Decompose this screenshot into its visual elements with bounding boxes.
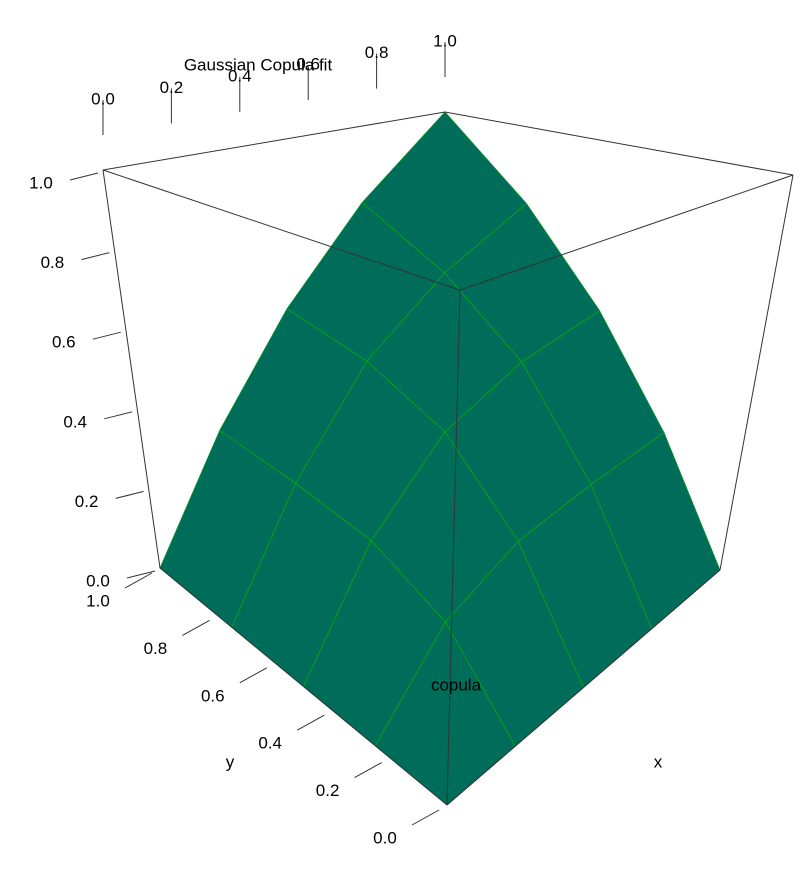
box-edge (459, 174, 794, 291)
x-tick-label: 0.4 (228, 66, 252, 85)
x-tick-label: 0.8 (365, 43, 389, 62)
z-axis-label: copula (431, 675, 482, 694)
z-tick (81, 252, 110, 261)
y-tick-label: 0.4 (258, 734, 282, 753)
box-edge (102, 169, 461, 291)
box (102, 111, 794, 806)
z-tick (69, 172, 99, 181)
z-tick (126, 570, 156, 579)
z-tick-label: 0.2 (75, 492, 99, 511)
x-tick-label: 0.2 (160, 78, 184, 97)
y-tick-label: 0.8 (144, 639, 168, 658)
box-edge (159, 567, 448, 806)
y-axis-label: y (226, 752, 235, 771)
chart-title: Gaussian Copula fit (184, 55, 333, 74)
box-edge (102, 169, 161, 569)
y-tick-label: 0.6 (201, 686, 225, 705)
z-tick (92, 331, 121, 340)
y-tick (182, 619, 210, 636)
box-edge (444, 111, 794, 176)
x-tick-label: 0.6 (296, 55, 320, 74)
surfaces (159, 111, 721, 806)
z-tick-label: 0.0 (86, 571, 110, 590)
box-edge (719, 174, 794, 571)
y-tick (411, 809, 440, 826)
y-tick (239, 667, 268, 684)
z-tick (115, 490, 144, 499)
y-tick (124, 572, 153, 589)
x-tick-label: 1.0 (433, 31, 457, 50)
y-tick-label: 1.0 (86, 591, 110, 610)
x-axis-label: x (654, 752, 663, 771)
z-tick-label: 0.4 (63, 412, 87, 431)
x-tick-label: 0.0 (91, 89, 115, 108)
z-tick (104, 411, 133, 420)
y-tick-label: 0.2 (316, 781, 340, 800)
z-tick-label: 0.6 (52, 333, 76, 352)
y-tick-label: 0.0 (373, 828, 397, 847)
box-edge (446, 289, 461, 806)
y-tick (354, 762, 382, 779)
box-edge (102, 111, 446, 171)
box-edge (446, 569, 721, 806)
y-tick (296, 714, 325, 731)
z-tick-label: 0.8 (41, 253, 65, 272)
z-tick-label: 1.0 (29, 173, 53, 192)
